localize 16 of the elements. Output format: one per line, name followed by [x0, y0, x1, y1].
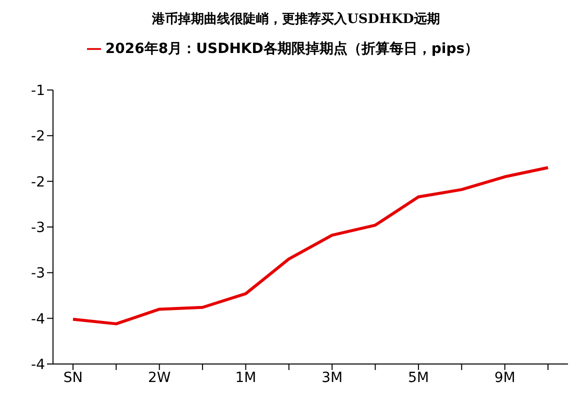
- y-tick-label: -3: [31, 266, 45, 282]
- y-tick-label: -3: [31, 220, 45, 236]
- x-tick-label: 1M: [235, 370, 256, 386]
- x-tick-label: 3M: [322, 370, 343, 386]
- x-tick-label: 9M: [494, 370, 516, 386]
- x-tick-label: 2W: [148, 370, 171, 386]
- y-tick-label: -2: [31, 174, 45, 190]
- y-tick-label: -4: [31, 311, 46, 328]
- x-tick-label: 5M: [408, 370, 429, 386]
- y-tick-label: -4: [31, 356, 46, 373]
- chart-title: 港币掉期曲线很陡峭，更推荐买入USDHKD远期: [151, 10, 441, 29]
- line-series: [72, 166, 550, 326]
- y-tick-label: -2: [31, 128, 45, 145]
- legend-label: 2026年8月：USDHKD各期限掉期点（折算每日，pips）: [105, 41, 479, 57]
- x-tick-label: SN: [63, 370, 83, 386]
- y-tick-label: -1: [31, 82, 45, 99]
